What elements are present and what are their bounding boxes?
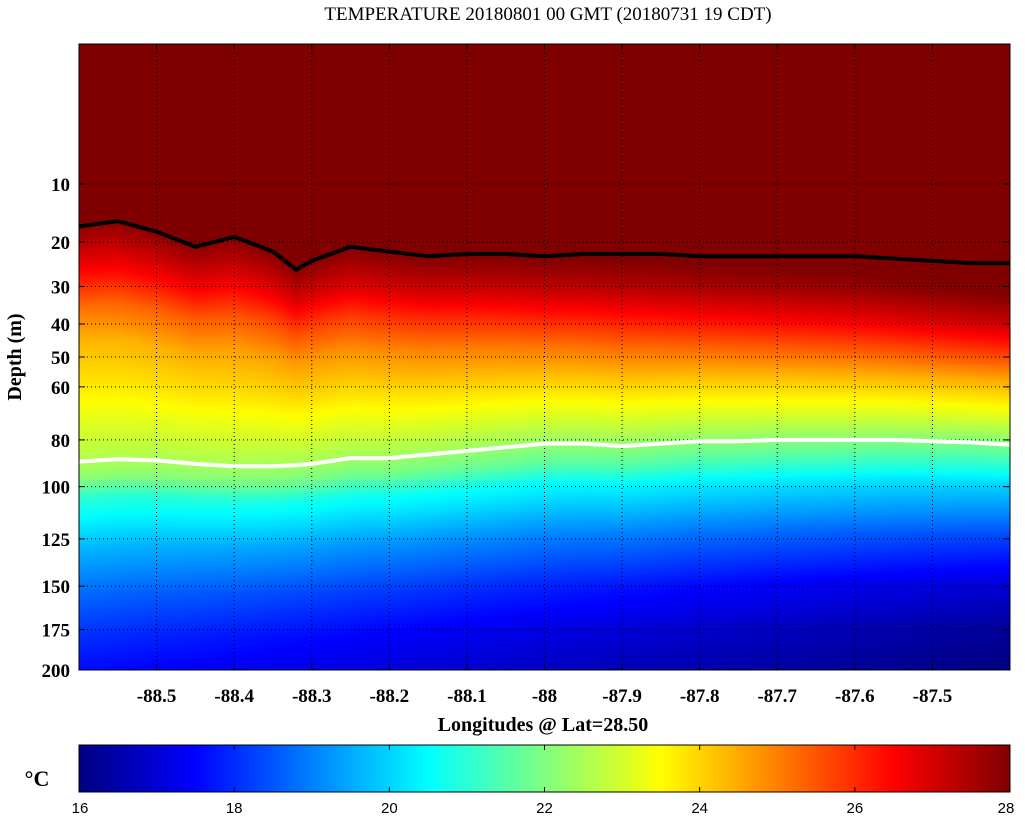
colorbar-tick-label: 20 [381,800,398,817]
y-tick-label: 100 [42,478,71,499]
y-tick-label: 20 [51,233,70,254]
x-tick-label: -88.4 [214,686,254,707]
colorbar-gradient [78,744,1011,793]
y-tick-label: 175 [42,621,71,642]
x-tick-label: -87.9 [602,686,642,707]
y-tick-label: 30 [51,277,70,298]
chart-title: TEMPERATURE 20180801 00 GMT (20180731 19… [324,4,771,25]
x-tick-label: -87.8 [680,686,720,707]
x-tick-label: -88.5 [137,686,177,707]
colorbar-ticks: 16 18 20 22 24 26 28 [72,745,1015,817]
y-tick-label: 50 [51,348,70,369]
grid-lines [79,44,1010,670]
y-tick-label: 150 [42,577,71,598]
y-tick-label: 200 [42,661,71,682]
contour-line-22c [78,437,1011,469]
colorbar-tick-label: 18 [226,800,243,817]
colorbar-unit-label: °C [25,766,50,791]
y-tick-label: 80 [51,431,70,452]
y-tick-label: 10 [51,175,70,196]
colorbar-tick-label: 24 [691,800,708,817]
x-axis-ticks: -88.5 -88.4 -88.3 -88.2 -88.1 -88 -87.9 -87.8 -8… [137,44,952,707]
x-tick-label: -88 [532,686,557,707]
colorbar-tick-label: 26 [846,800,863,817]
x-tick-label: -87.7 [757,686,797,707]
y-tick-label: 125 [42,530,71,551]
x-tick-label: -87.6 [835,686,875,707]
plot-area [78,43,1011,671]
x-tick-label: -88.2 [370,686,410,707]
y-axis-ticks: 10 20 30 40 50 60 80 100 125 150 175 200 [42,175,1010,682]
x-tick-label: -88.1 [447,686,487,707]
colorbar-tick-label: 28 [998,800,1015,817]
y-tick-label: 40 [51,315,70,336]
y-tick-label: 60 [51,378,70,399]
colorbar-tick-label: 16 [72,800,89,817]
colorbar: 16 18 20 22 24 26 28 °C [25,744,1015,817]
contour-line-28c [78,219,1010,272]
y-axis-label: Depth (m) [4,313,26,400]
x-tick-label: -88.3 [292,686,332,707]
colorbar-tick-label: 22 [536,800,553,817]
x-axis-label: Longitudes @ Lat=28.50 [438,714,649,736]
x-tick-label: -87.5 [913,686,953,707]
